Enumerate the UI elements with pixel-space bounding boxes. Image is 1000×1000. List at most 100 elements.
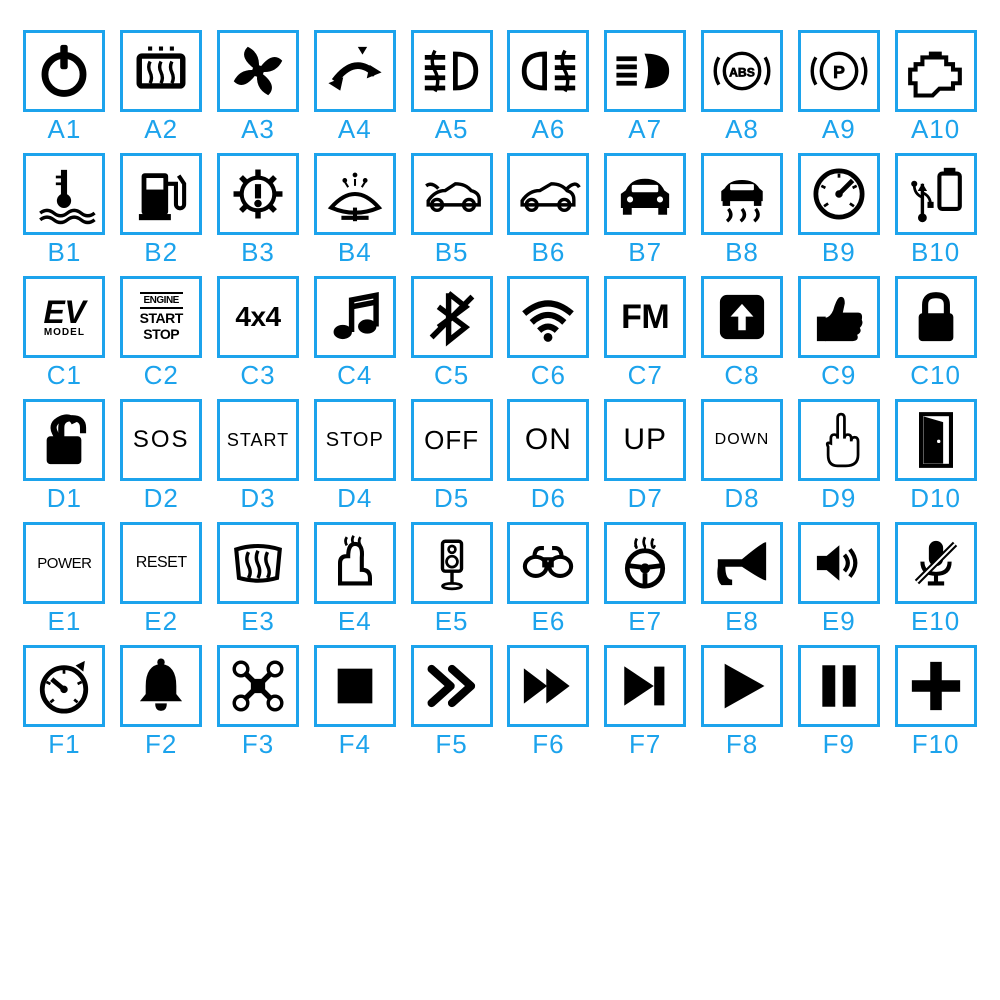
cell-F8: F8 xyxy=(698,645,787,760)
cell-label: F5 xyxy=(435,729,467,760)
stop-icon: STOP xyxy=(314,399,396,481)
cell-label: D4 xyxy=(337,483,372,514)
cell-E3: E3 xyxy=(214,522,303,637)
rear-defrost-icon xyxy=(120,30,202,112)
cell-label: A10 xyxy=(911,114,960,145)
cell-label: B10 xyxy=(911,237,960,268)
cell-label: E5 xyxy=(435,606,469,637)
cell-A7: A7 xyxy=(601,30,690,145)
cell-B2: B2 xyxy=(117,153,206,268)
cell-label: A6 xyxy=(531,114,565,145)
cell-D4: STOP D4 xyxy=(310,399,399,514)
cell-A6: A6 xyxy=(504,30,593,145)
cell-B7: B7 xyxy=(601,153,690,268)
cell-label: D7 xyxy=(628,483,663,514)
lock-icon xyxy=(895,276,977,358)
cell-label: B3 xyxy=(241,237,275,268)
speedometer-icon xyxy=(798,153,880,235)
skip-next-icon xyxy=(604,645,686,727)
cell-F10: F10 xyxy=(891,645,980,760)
cell-label: C5 xyxy=(434,360,469,391)
cell-A3: A3 xyxy=(214,30,303,145)
cell-F2: F2 xyxy=(117,645,206,760)
cell-A2: A2 xyxy=(117,30,206,145)
air-recirc-icon xyxy=(314,30,396,112)
cell-C7: FM C7 xyxy=(601,276,690,391)
gauge-icon xyxy=(23,645,105,727)
fuel-pump-icon xyxy=(120,153,202,235)
fm-radio-icon: FM xyxy=(604,276,686,358)
cell-label: D9 xyxy=(821,483,856,514)
cell-F4: F4 xyxy=(310,645,399,760)
cell-C9: C9 xyxy=(794,276,883,391)
cell-label: D5 xyxy=(434,483,469,514)
horn-icon xyxy=(701,522,783,604)
cell-C8: C8 xyxy=(698,276,787,391)
pause-icon xyxy=(798,645,880,727)
traction-control-icon xyxy=(701,153,783,235)
cell-label: B4 xyxy=(338,237,372,268)
ev-model-icon: EVMODEL xyxy=(23,276,105,358)
cell-B9: B9 xyxy=(794,153,883,268)
cell-label: F6 xyxy=(532,729,564,760)
cell-label: E10 xyxy=(911,606,960,637)
cell-label: A2 xyxy=(144,114,178,145)
cell-label: F1 xyxy=(48,729,80,760)
cell-E8: E8 xyxy=(698,522,787,637)
binoculars-icon xyxy=(507,522,589,604)
cell-label: C4 xyxy=(337,360,372,391)
svg-text:P: P xyxy=(833,62,845,82)
upload-icon xyxy=(701,276,783,358)
mic-mute-icon xyxy=(895,522,977,604)
high-beam-icon xyxy=(604,30,686,112)
cell-label: B5 xyxy=(435,237,469,268)
cell-label: E3 xyxy=(241,606,275,637)
cell-E10: E10 xyxy=(891,522,980,637)
volume-icon xyxy=(798,522,880,604)
thumbs-up-icon xyxy=(798,276,880,358)
cell-E6: E6 xyxy=(504,522,593,637)
cell-C1: EVMODEL C1 xyxy=(20,276,109,391)
up-icon: UP xyxy=(604,399,686,481)
plus-icon xyxy=(895,645,977,727)
fast-forward-icon xyxy=(507,645,589,727)
cell-label: F3 xyxy=(242,729,274,760)
cell-E2: RESET E2 xyxy=(117,522,206,637)
cell-label: A7 xyxy=(628,114,662,145)
svg-text:+: + xyxy=(944,167,950,178)
cell-F5: F5 xyxy=(407,645,496,760)
cell-label: F9 xyxy=(823,729,855,760)
cell-D6: ON D6 xyxy=(504,399,593,514)
cell-F1: F1 xyxy=(20,645,109,760)
cell-label: C1 xyxy=(47,360,82,391)
cell-D10: D10 xyxy=(891,399,980,514)
cell-D8: DOWN D8 xyxy=(698,399,787,514)
cell-label: A8 xyxy=(725,114,759,145)
cell-label: E4 xyxy=(338,606,372,637)
cell-label: C10 xyxy=(910,360,961,391)
cell-A5: A5 xyxy=(407,30,496,145)
cell-B1: B1 xyxy=(20,153,109,268)
cell-D1: D1 xyxy=(20,399,109,514)
cell-label: C2 xyxy=(144,360,179,391)
cell-label: C6 xyxy=(531,360,566,391)
play-icon xyxy=(701,645,783,727)
bell-icon xyxy=(120,645,202,727)
door-icon xyxy=(895,399,977,481)
cell-label: A3 xyxy=(241,114,275,145)
abs-icon: ABS xyxy=(701,30,783,112)
cell-B10: + B10 xyxy=(891,153,980,268)
svg-text:ABS: ABS xyxy=(729,65,755,79)
cell-C6: C6 xyxy=(504,276,593,391)
cell-label: E8 xyxy=(725,606,759,637)
unlock-icon xyxy=(23,399,105,481)
cell-A10: A10 xyxy=(891,30,980,145)
cell-label: C9 xyxy=(821,360,856,391)
fan-icon xyxy=(217,30,299,112)
cell-F3: F3 xyxy=(214,645,303,760)
bluetooth-off-icon xyxy=(411,276,493,358)
cell-F7: F7 xyxy=(601,645,690,760)
cell-C3: 4x4 C3 xyxy=(214,276,303,391)
cell-label: E1 xyxy=(47,606,81,637)
seat-heater-icon xyxy=(314,522,396,604)
